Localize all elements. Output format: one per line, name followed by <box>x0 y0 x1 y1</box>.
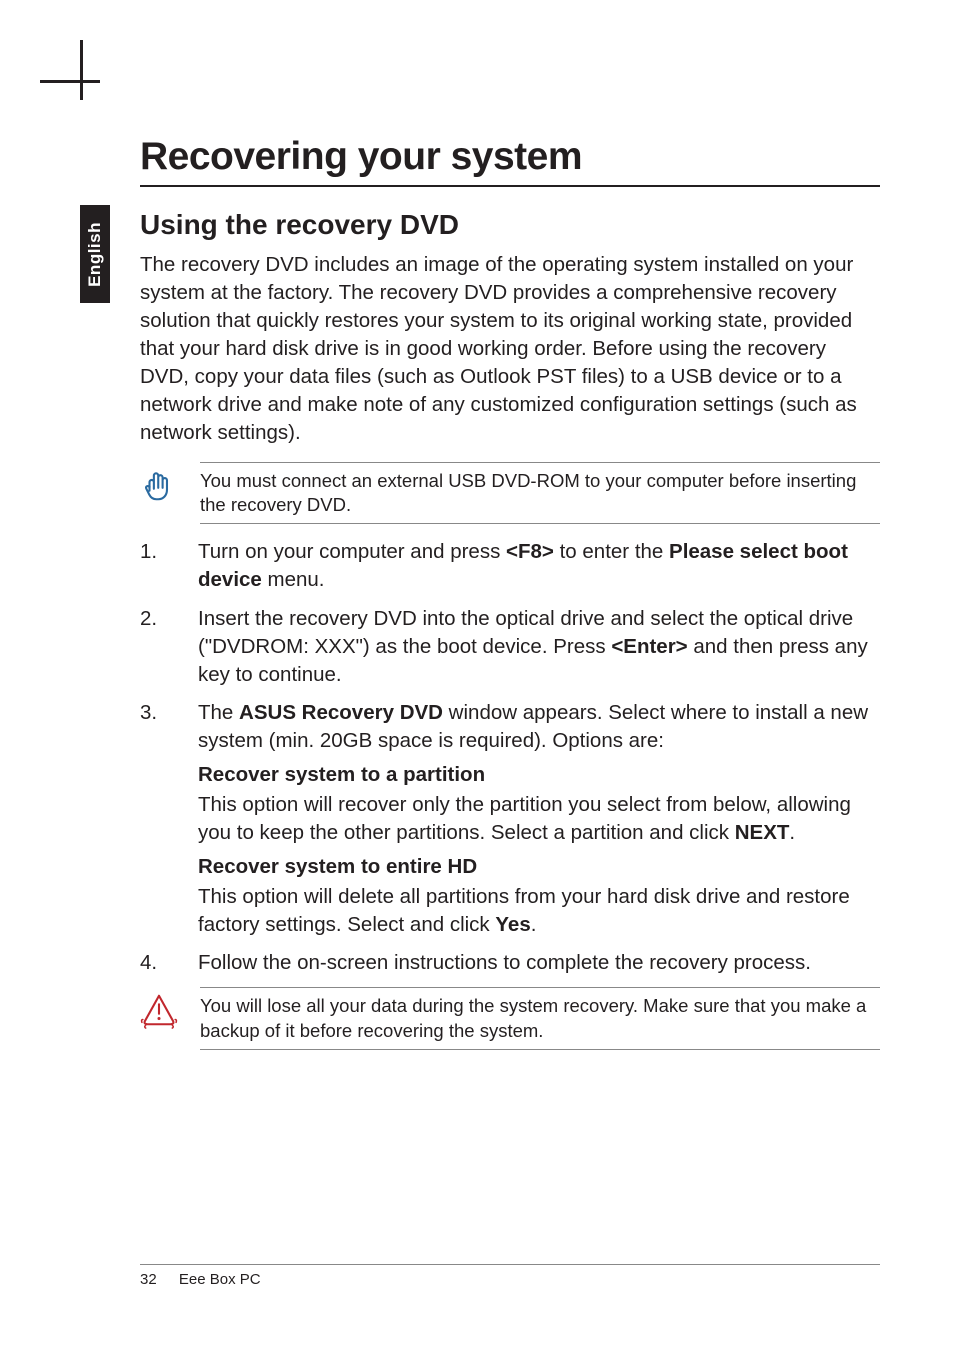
step-2: Insert the recovery DVD into the optical… <box>140 605 880 689</box>
warning-text: You will lose all your data during the s… <box>200 987 880 1050</box>
steps-list: Turn on your computer and press <F8> to … <box>140 538 880 977</box>
warning-icon <box>140 987 182 1034</box>
warning-data-loss: You will lose all your data during the s… <box>140 987 880 1050</box>
note-connect-dvd: You must connect an external USB DVD-ROM… <box>140 462 880 525</box>
hand-icon <box>140 462 182 509</box>
language-tab-label: English <box>85 222 105 287</box>
recover-hd-text: This option will delete all partitions f… <box>198 883 880 939</box>
step-3: The ASUS Recovery DVD window appears. Se… <box>140 699 880 940</box>
page-number: 32 <box>140 1271 157 1288</box>
section-heading: Using the recovery DVD <box>140 209 880 241</box>
step-4: Follow the on-screen instructions to com… <box>140 949 880 977</box>
language-tab: English <box>80 205 110 303</box>
crop-mark-vertical <box>80 40 83 100</box>
recover-hd-heading: Recover system to entire HD <box>198 853 880 881</box>
footer-label: Eee Box PC <box>179 1271 261 1288</box>
page-content: Recovering your system Using the recover… <box>140 135 880 1064</box>
crop-mark-horizontal <box>40 80 100 83</box>
note-text: You must connect an external USB DVD-ROM… <box>200 462 880 525</box>
page-footer: 32 Eee Box PC <box>140 1264 880 1288</box>
step-1: Turn on your computer and press <F8> to … <box>140 538 880 594</box>
recover-partition-text: This option will recover only the partit… <box>198 791 880 847</box>
page-title: Recovering your system <box>140 135 880 187</box>
recover-partition-heading: Recover system to a partition <box>198 761 880 789</box>
intro-paragraph: The recovery DVD includes an image of th… <box>140 251 880 448</box>
